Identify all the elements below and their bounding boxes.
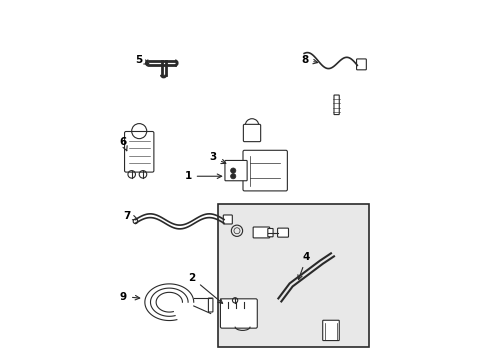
Text: 3: 3 <box>208 152 225 163</box>
Text: 6: 6 <box>120 138 127 151</box>
FancyBboxPatch shape <box>333 95 339 114</box>
FancyBboxPatch shape <box>218 204 368 347</box>
Text: 7: 7 <box>123 211 137 221</box>
Circle shape <box>230 174 235 179</box>
FancyBboxPatch shape <box>243 124 260 141</box>
FancyBboxPatch shape <box>322 320 339 341</box>
Text: 1: 1 <box>184 171 221 181</box>
FancyBboxPatch shape <box>277 228 288 237</box>
FancyBboxPatch shape <box>253 227 269 238</box>
Text: 2: 2 <box>188 273 222 303</box>
FancyBboxPatch shape <box>267 229 272 237</box>
FancyBboxPatch shape <box>243 150 287 191</box>
FancyBboxPatch shape <box>223 215 232 224</box>
Text: 5: 5 <box>135 55 148 65</box>
FancyBboxPatch shape <box>124 131 154 172</box>
Text: 9: 9 <box>120 292 140 302</box>
Text: 4: 4 <box>297 252 309 280</box>
FancyBboxPatch shape <box>208 298 212 312</box>
FancyBboxPatch shape <box>224 161 246 181</box>
FancyBboxPatch shape <box>356 59 366 70</box>
FancyBboxPatch shape <box>220 299 257 328</box>
Circle shape <box>230 168 235 173</box>
Text: 8: 8 <box>301 55 317 65</box>
